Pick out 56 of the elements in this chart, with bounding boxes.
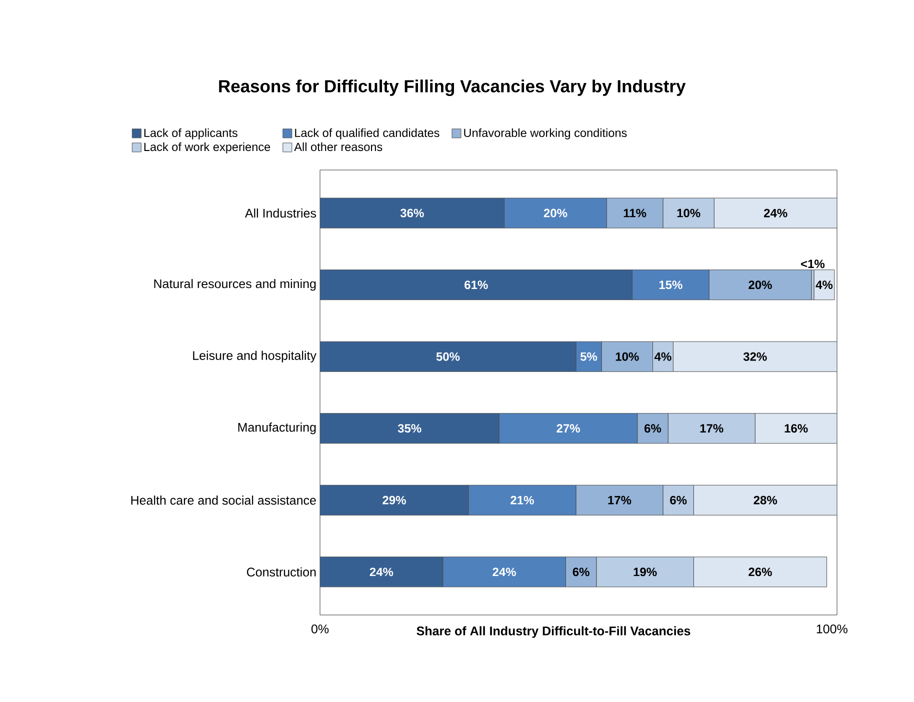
- bar: [672, 341, 838, 372]
- data-label: 20%: [544, 208, 568, 218]
- x-tick-label: 0%: [311, 624, 329, 634]
- data-label: 36%: [400, 208, 424, 218]
- data-label: 10%: [677, 208, 700, 218]
- bar: [320, 413, 500, 444]
- chart-title: Reasons for Difficulty Filling Vacancies Vary by Industry: [219, 80, 686, 96]
- y-tick-label: Natural resources and mining: [154, 279, 316, 291]
- data-label: <1%: [801, 260, 825, 268]
- x-tick-label: 100%: [816, 624, 848, 634]
- data-label: 27%: [556, 424, 580, 433]
- data-label: 10%: [616, 352, 639, 361]
- x-axis-title: Share of All Industry Difficult-to-Fill Vacancies: [416, 626, 690, 638]
- bar: [320, 484, 469, 516]
- legend-label: Unfavorable working conditions: [464, 128, 627, 140]
- bar: [693, 556, 828, 588]
- data-label: 4%: [816, 280, 833, 290]
- data-label: 24%: [764, 208, 788, 218]
- data-label: 28%: [754, 496, 778, 504]
- data-label: 11%: [624, 208, 646, 218]
- bar: [320, 198, 505, 228]
- data-label: 24%: [370, 568, 394, 576]
- bar: [754, 413, 838, 444]
- data-label: 4%: [654, 352, 672, 361]
- data-label: 5%: [580, 352, 598, 361]
- legend-label: All other reasons: [294, 142, 382, 152]
- data-label: 29%: [382, 496, 406, 504]
- y-tick-label: Construction: [246, 567, 316, 577]
- data-label: 26%: [748, 568, 772, 576]
- bar: [320, 341, 576, 372]
- data-label: 32%: [743, 352, 767, 361]
- bar: [320, 270, 633, 300]
- data-label: 19%: [634, 568, 657, 576]
- data-label: 6%: [670, 496, 687, 504]
- data-label: 17%: [608, 496, 632, 504]
- y-tick-label: All Industries: [244, 208, 316, 218]
- data-label: 50%: [436, 352, 460, 361]
- y-tick-label: Leisure and hospitality: [193, 350, 316, 362]
- data-label: 20%: [748, 280, 772, 290]
- legend-label: Lack of applicants: [144, 128, 238, 140]
- y-tick-label: Manufacturing: [238, 422, 316, 434]
- legend-label: Lack of work experience: [144, 142, 270, 154]
- data-label: 35%: [398, 424, 422, 433]
- data-label: 15%: [659, 280, 682, 290]
- data-label: 6%: [644, 424, 662, 433]
- data-label: 21%: [510, 496, 534, 504]
- data-label: 16%: [784, 424, 808, 433]
- y-tick-label: Health care and social assistance: [131, 496, 316, 505]
- data-label: 61%: [464, 280, 488, 290]
- legend-label: Lack of qualified candidates: [295, 128, 440, 140]
- data-label: 24%: [492, 568, 516, 576]
- bar: [714, 198, 838, 228]
- data-label: 17%: [700, 424, 724, 433]
- bar: [320, 556, 444, 588]
- bar: [693, 484, 838, 516]
- data-label: 6%: [572, 568, 590, 576]
